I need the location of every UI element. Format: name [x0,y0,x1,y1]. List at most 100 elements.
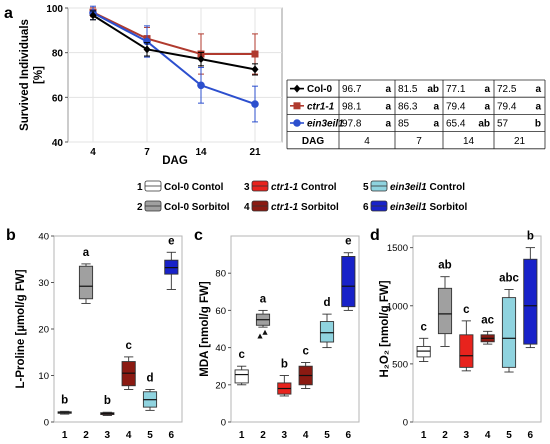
box-body [319,321,335,343]
legend-item-3: 3 ctr1-1 Control [244,180,337,193]
significance-letter: e [345,236,351,248]
data-point [143,45,151,54]
box-body [78,265,94,300]
table-value: 97.8 [342,119,362,130]
significance-letter: c [420,321,427,333]
y-tick-label: 60 [215,306,226,317]
x-tick-label-a: 4 [90,147,96,158]
legend-genotype: ctr1-1 [271,182,299,193]
x-tick-label: 5 [506,430,512,441]
box-6: e [164,235,179,290]
y-axis-title-a: Survived Individuals [19,19,31,131]
box-body [341,256,356,308]
significance-letter: ac [481,314,494,326]
legend-number: 5 [363,182,369,193]
legend-genotype: ein3eil1 [390,202,427,213]
panel-letter-b: b [6,227,16,244]
box-2: a [78,247,94,304]
legend-label: ctr1-1 Control [271,182,337,193]
x-tick-label-a: 21 [249,147,261,158]
significance-letter: b [61,394,68,406]
x-tick-label: 3 [464,430,470,441]
table-series-name: Col-0 [307,84,332,95]
table-series-name: ctr1-1 [307,101,335,112]
box-5: d [142,372,158,411]
x-tick-label: 4 [485,430,491,441]
table-value: 72.5 [497,84,517,95]
legend-marker-ein3eil1 [293,119,301,127]
legend-treatment: Sorbitol [189,202,230,213]
table-sig-letter: a [385,101,391,112]
legend-treatment: Control [427,182,466,193]
series-line-ein3eil1 [92,12,256,105]
table-series-name: ein3eil1 [307,119,344,130]
y-tick-label-a: 80 [52,49,64,60]
box-1: c [416,321,431,362]
significance-letter: c [463,304,470,316]
legend: 1 Col-0 Contol 2 Col-0 Sorbitol 3 ctr1-1 Cont… [137,180,467,213]
x-tick-label: 1 [62,430,68,441]
legend-number: 3 [244,182,250,193]
legend-treatment: Control [298,182,337,193]
legend-genotype: Col-0 [164,202,189,213]
y-tick-label: 30 [38,278,49,289]
table-dag-value: 7 [416,136,422,147]
box-body [501,297,517,368]
significance-letter: b [527,231,534,243]
y-tick-label: 40 [215,343,226,354]
significance-letter: d [323,297,330,309]
table-sig-letter: ab [427,84,439,95]
box-body [523,258,538,345]
table-value: 79.4 [497,101,517,112]
box-5: abc [499,272,520,373]
panel-letter-c: c [194,227,203,244]
x-tick-label-a: 14 [195,147,207,158]
x-tick-label: 1 [239,430,245,441]
significance-letter: d [146,372,153,384]
plot-frame-c [230,235,360,423]
legend-number: 4 [244,202,250,213]
x-tick-label: 4 [126,430,132,441]
legend-genotype: ctr1-1 [271,202,299,213]
y-axis-title-d: H₂O₂ [nmol/g FW] [379,280,391,377]
significance-letter: e [168,235,174,247]
legend-label: ctr1-1 Sorbitol [271,202,339,213]
legend-number: 6 [363,202,369,213]
table-sig-letter: b [535,119,541,130]
table-value: 77.1 [446,84,466,95]
legend-item-2: 2 Col-0 Sorbitol [137,200,230,213]
data-point [197,81,205,90]
series-line-ctr1-1 [92,11,255,56]
y-tick-label: 0 [44,418,49,429]
significance-letter: a [83,247,90,259]
x-tick-label-a: 7 [144,147,150,158]
significance-letter: b [281,359,288,371]
significance-letter: c [302,345,309,357]
box-6: b [523,231,538,349]
y-tick-label: 1500 [387,243,408,254]
table-sig-letter: a [535,84,541,95]
table-value: 85 [398,119,410,130]
box-1: c [234,349,249,386]
x-tick-label: 2 [260,430,266,441]
y-tick-label: 40 [38,232,49,243]
panel-b: b 0 10 20 30 40 b 1 a 2 b 3 c 4 d 5 e 6 L-Proline [µmol/g … [6,227,183,441]
legend-number: 1 [137,182,143,193]
y-tick-label: 0 [403,418,408,429]
data-point [143,37,151,46]
table-value: 65.4 [446,119,466,130]
legend-marker-Col-0 [293,84,301,93]
x-tick-label: 2 [83,430,89,441]
significance-letter: c [238,349,245,361]
x-tick-label: 4 [303,430,309,441]
legend-item-1: 1 Col-0 Contol [137,180,224,193]
y-tick-label: 10 [38,371,49,382]
outlier-point [262,329,268,335]
y-axis-title-c: MDA [nmol/g FW] [199,281,211,377]
legend-item-5: 5 ein3eil1 Control [363,180,466,193]
table-value: 57 [497,119,509,130]
box-body [459,334,474,368]
legend-marker-ctr1-1 [293,102,301,110]
data-point [251,65,259,74]
panel-c: c 0 20 40 60 80 c 1 a 2 b 3 c 4 d 5 e 6 MDA [nmol/g FW] [194,227,360,441]
